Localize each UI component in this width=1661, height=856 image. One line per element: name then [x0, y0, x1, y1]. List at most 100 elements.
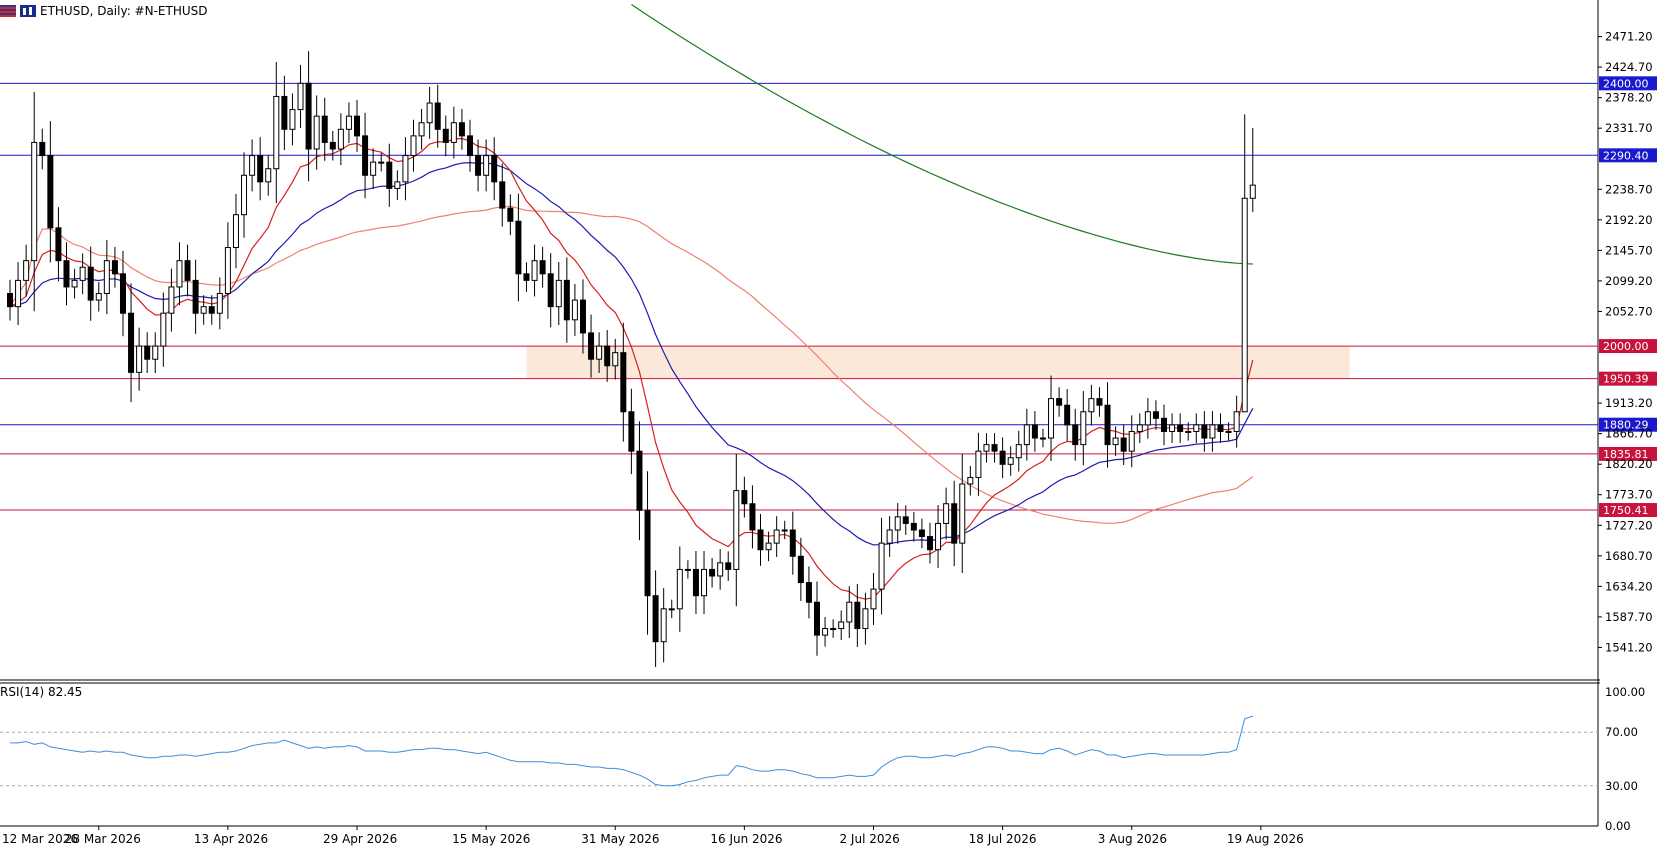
candle-body: [224, 247, 231, 295]
price-tick-label: 2192.20: [1605, 213, 1653, 227]
candle-body: [1056, 398, 1063, 406]
price-tick-label: 2145.70: [1605, 243, 1653, 257]
candle-body: [362, 135, 369, 176]
candle-body: [297, 82, 304, 111]
candle-body: [184, 260, 191, 281]
candle-body: [450, 122, 457, 143]
candle-body: [999, 450, 1006, 465]
level-tag: [1599, 371, 1657, 386]
candle-body: [797, 555, 804, 584]
candle-body: [1039, 437, 1046, 440]
candle-body: [563, 279, 570, 321]
price-tick-label: 2099.20: [1605, 274, 1653, 288]
symbol-label: ETHUSD, Daily: #N-ETHUSD: [40, 4, 208, 18]
candle-body: [1007, 457, 1014, 465]
time-tick-label: 15 May 2026: [452, 832, 530, 846]
candle-body: [579, 299, 586, 334]
candle-body: [378, 161, 385, 164]
candle-body: [1031, 424, 1038, 439]
candle-body: [1225, 430, 1232, 433]
candle-body: [241, 174, 248, 216]
candle-body: [991, 444, 998, 452]
candle-body: [717, 562, 724, 577]
chart-header: ETHUSD, Daily: #N-ETHUSD: [0, 2, 208, 20]
candle-body: [216, 293, 223, 314]
candle-body: [515, 220, 522, 275]
price-tick-label: 2238.70: [1605, 182, 1653, 196]
candle-body: [902, 516, 909, 524]
price-tick-label: 1866.70: [1605, 427, 1653, 441]
candle-body: [684, 568, 691, 571]
candle-body: [571, 299, 578, 321]
price-tick-label: 1773.70: [1605, 488, 1653, 502]
candle-body: [1112, 437, 1119, 446]
chart-type-icon[interactable]: [20, 5, 36, 17]
rsi-tick-label: 0.00: [1605, 819, 1631, 833]
candle-body: [660, 608, 667, 643]
candle-body: [668, 608, 675, 611]
candle-body: [111, 260, 118, 275]
candle-body: [926, 536, 933, 551]
candle-body: [1064, 404, 1071, 426]
candle-body: [281, 95, 288, 130]
candle-body: [370, 161, 377, 176]
candle-body: [1161, 417, 1168, 432]
candle-body: [507, 207, 514, 222]
candle-body: [7, 293, 13, 308]
level-tag-label: 1835.81: [1603, 448, 1649, 461]
candle-body: [620, 352, 627, 413]
candle-body: [1249, 184, 1256, 199]
candle-body: [733, 490, 740, 570]
horizontal-levels: [0, 82, 1598, 511]
candle-body: [23, 260, 30, 281]
candle-body: [418, 122, 425, 137]
candle-body: [983, 444, 990, 452]
candle-body: [1136, 424, 1143, 432]
candle-body: [491, 155, 498, 183]
candle-body: [499, 181, 506, 209]
rsi-tick-label: 70.00: [1605, 725, 1638, 739]
time-tick-label: 13 Apr 2026: [194, 832, 268, 846]
candle-body: [103, 260, 110, 295]
level-tag-label: 2000.00: [1603, 340, 1649, 353]
candle-body: [265, 168, 272, 183]
candle-body: [337, 128, 344, 150]
candle-body: [442, 128, 449, 143]
candle-body: [402, 155, 409, 183]
candle-body: [789, 529, 796, 557]
candle-body: [894, 516, 901, 531]
candle-body: [1128, 430, 1135, 452]
candle-body: [176, 260, 183, 288]
candle-body: [257, 155, 264, 183]
candle-body: [1185, 430, 1192, 433]
candle-body: [1201, 424, 1208, 439]
candle-body: [652, 595, 659, 643]
candle-body: [805, 582, 812, 603]
candle-body: [596, 345, 603, 360]
candle-body: [555, 279, 562, 308]
sma-long-line: [631, 4, 1253, 265]
candle-body: [967, 476, 974, 485]
candle-body: [249, 155, 256, 176]
candle-body: [749, 503, 756, 531]
candle-body: [144, 345, 151, 360]
candle-body: [1072, 424, 1079, 446]
level-tag: [1599, 417, 1657, 432]
candle-body: [192, 279, 199, 314]
candle-body: [959, 483, 966, 544]
candle-body: [321, 115, 328, 143]
candle-body: [547, 273, 554, 308]
candle-body: [644, 509, 651, 597]
candle-body: [725, 562, 732, 570]
price-axis: 2400.00 2290.40 2000.00 1950.39 1880.29 1835.…: [1598, 30, 1657, 833]
time-tick-label: 12 Mar 2026: [2, 832, 78, 846]
candle-body: [55, 227, 62, 262]
candle-body: [232, 214, 239, 249]
candle-body: [886, 529, 893, 544]
candle-body: [741, 490, 748, 505]
candle-body: [523, 273, 530, 281]
candle-body: [951, 503, 958, 544]
candle-body: [1023, 424, 1030, 446]
